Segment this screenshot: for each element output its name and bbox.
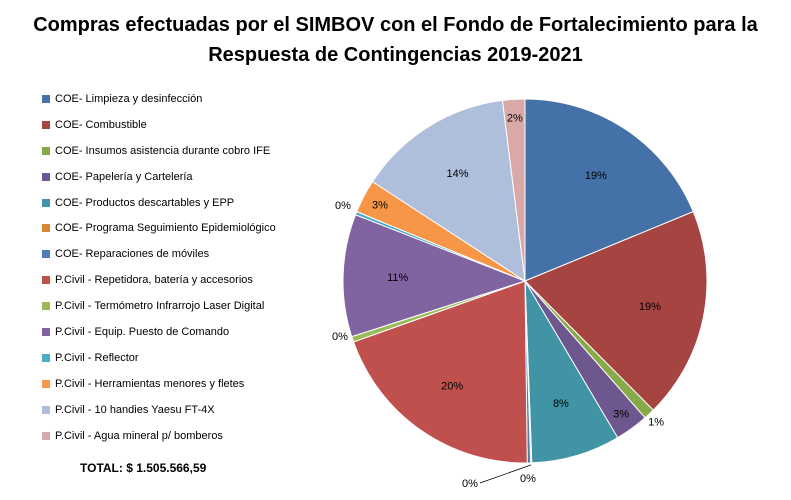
slice-label: 3% [372, 200, 388, 212]
legend-swatch [42, 146, 50, 155]
legend-label: COE- Papelería y Cartelería [55, 170, 193, 183]
legend-swatch [42, 302, 50, 311]
legend-label: P.Civil - Equip. Puesto de Comando [55, 325, 230, 338]
legend-item: P.Civil - Agua mineral p/ bomberos [42, 423, 342, 449]
slice-label: 19% [639, 301, 661, 313]
slice-label: 20% [441, 381, 463, 393]
pie-slice [342, 214, 527, 338]
slice-label: 0% [520, 473, 536, 485]
legend-label: P.Civil - Termómetro Infrarrojo Laser Di… [55, 300, 265, 313]
slice-label: 19% [585, 170, 607, 182]
slice-label: 0% [335, 200, 351, 212]
slice-label: 0% [462, 478, 478, 490]
pie-slice [524, 280, 619, 464]
pie-slice [524, 210, 708, 411]
slice-label: 0% [332, 331, 348, 343]
legend-item: COE- Programa Seguimiento Epidemiológico [42, 215, 342, 241]
legend-swatch [42, 120, 50, 129]
legend: COE- Limpieza y desinfección COE- Combust… [42, 86, 342, 448]
legend-swatch [42, 94, 50, 103]
slice-label: 8% [553, 398, 569, 410]
pie-slice [371, 99, 526, 283]
legend-item: P.Civil - Reflector [42, 345, 342, 371]
legend-item: P.Civil - 10 handies Yaesu FT-4X [42, 397, 342, 423]
legend-swatch [42, 327, 50, 336]
pie-slice [501, 98, 526, 282]
chart-title-line-2: Respuesta de Contingencias 2019-2021 [208, 44, 583, 66]
chart-title: Compras efectuadas por el SIMBOV con el … [0, 10, 791, 70]
legend-label: P.Civil - 10 handies Yaesu FT-4X [55, 403, 215, 416]
legend-swatch [42, 379, 50, 388]
legend-swatch [42, 405, 50, 414]
legend-item: P.Civil - Herramientas menores y fletes [42, 371, 342, 397]
legend-item: P.Civil - Equip. Puesto de Comando [42, 319, 342, 345]
legend-item: COE- Combustible [42, 112, 342, 138]
legend-swatch [42, 224, 50, 233]
legend-item: COE- Productos descartables y EPP [42, 190, 342, 216]
legend-swatch [42, 431, 50, 440]
legend-label: P.Civil - Agua mineral p/ bomberos [55, 429, 223, 442]
legend-item: P.Civil - Repetidora, batería y accesori… [42, 267, 342, 293]
slice-label: 1% [648, 416, 664, 428]
chart-title-line-1: Compras efectuadas por el SIMBOV con el … [33, 14, 758, 36]
total-label: TOTAL: $ 1.505.566,59 [80, 461, 207, 475]
legend-label: COE- Programa Seguimiento Epidemiológico [55, 222, 276, 235]
legend-label: P.Civil - Reflector [55, 351, 139, 364]
legend-item: COE- Reparaciones de móviles [42, 241, 342, 267]
legend-label: P.Civil - Herramientas menores y fletes [55, 377, 245, 390]
slice-label: 2% [507, 113, 523, 125]
legend-item: COE- Insumos asistencia durante cobro IF… [42, 138, 342, 164]
slice-label: 14% [446, 168, 468, 180]
legend-swatch [42, 276, 50, 285]
legend-label: COE- Insumos asistencia durante cobro IF… [55, 144, 271, 157]
legend-swatch [42, 172, 50, 181]
pie-slice [352, 280, 528, 464]
legend-item: COE- Limpieza y desinfección [42, 86, 342, 112]
legend-swatch [42, 198, 50, 207]
legend-label: COE- Reparaciones de móviles [55, 248, 210, 261]
legend-label: COE- Combustible [55, 118, 147, 131]
legend-item: P.Civil - Termómetro Infrarrojo Laser Di… [42, 293, 342, 319]
pie-slice [524, 98, 694, 282]
legend-item: COE- Papelería y Cartelería [42, 164, 342, 190]
slice-label: 3% [613, 409, 629, 421]
legend-label: COE- Productos descartables y EPP [55, 196, 235, 209]
legend-swatch [42, 250, 50, 259]
slice-label: 11% [387, 272, 408, 284]
legend-label: COE- Limpieza y desinfección [55, 92, 203, 105]
legend-label: P.Civil - Repetidora, batería y accesori… [55, 274, 253, 287]
legend-swatch [42, 353, 50, 362]
leader-line [479, 464, 532, 484]
